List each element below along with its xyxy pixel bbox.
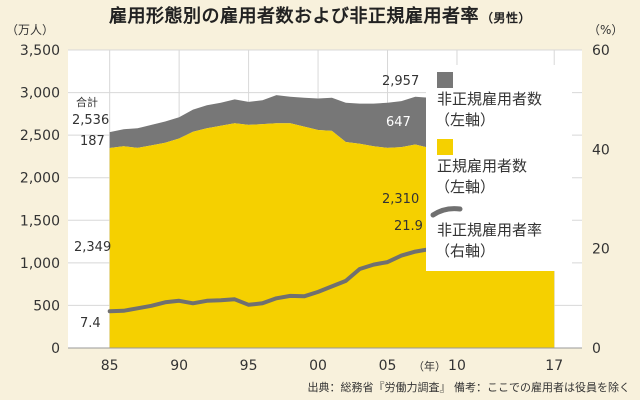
- x-tick-label: 85: [101, 358, 119, 374]
- y-right-tick-label: 60: [592, 43, 610, 59]
- legend-swatch-line: [430, 206, 463, 218]
- annotation-label: 2,349: [74, 240, 111, 255]
- annotation-label: 合計: [76, 95, 98, 109]
- y-left-tick-label: 1,000: [20, 256, 60, 272]
- x-unit: （年）: [413, 359, 446, 373]
- legend-label: 非正規雇用者数: [437, 90, 542, 108]
- chart-title: 雇用形態別の雇用者数および非正規雇用者率: [108, 6, 479, 27]
- annotation-label: 7.4: [80, 316, 101, 331]
- annotation-label: 2,310: [382, 192, 419, 207]
- legend-box: [426, 65, 572, 271]
- annotation-label: 2,536: [72, 113, 109, 128]
- x-tick-label: 10: [448, 358, 466, 374]
- y-right-tick-label: 0: [592, 341, 601, 357]
- y-right-tick-label: 40: [592, 142, 610, 158]
- x-tick-label: 90: [170, 358, 188, 374]
- chart-title-block: 雇用形態別の雇用者数および非正規雇用者率 （男性）: [0, 2, 640, 28]
- x-tick-label: 17: [545, 358, 563, 374]
- annotation-label: 2,957: [382, 74, 419, 89]
- y-right-unit: （%）: [588, 23, 623, 37]
- y-left-tick-label: 3,500: [20, 43, 60, 59]
- x-tick-label: 05: [379, 358, 397, 374]
- x-tick-label: 00: [309, 358, 327, 374]
- legend-swatch: [437, 139, 453, 155]
- y-left-tick-label: 2,000: [20, 171, 60, 187]
- annotation-label: 647: [386, 115, 411, 130]
- legend-label: 正規雇用者数: [437, 157, 527, 175]
- annotation-label: 21.9: [394, 219, 423, 234]
- x-tick-label: 95: [240, 358, 258, 374]
- y-left-tick-label: 2,500: [20, 128, 60, 144]
- legend-swatch: [437, 72, 453, 88]
- y-left-tick-label: 3,000: [20, 86, 60, 102]
- legend-label: 非正規雇用者率: [437, 221, 542, 239]
- y-right-tick-label: 20: [592, 242, 610, 258]
- footnote: 出典：総務省『労働力調査』 備考：ここでの雇用者は役員を除く: [308, 380, 631, 394]
- y-left-tick-label: 0: [51, 341, 60, 357]
- y-left-unit: （万人）: [6, 23, 54, 37]
- legend-sublabel: （右軸）: [435, 242, 495, 260]
- annotation-label: 187: [80, 134, 105, 149]
- chart-subtitle: （男性）: [480, 11, 531, 25]
- y-left-tick-label: 500: [33, 298, 60, 314]
- legend-sublabel: （左軸）: [435, 111, 495, 129]
- legend-sublabel: （左軸）: [435, 178, 495, 196]
- y-left-tick-label: 1,500: [20, 213, 60, 229]
